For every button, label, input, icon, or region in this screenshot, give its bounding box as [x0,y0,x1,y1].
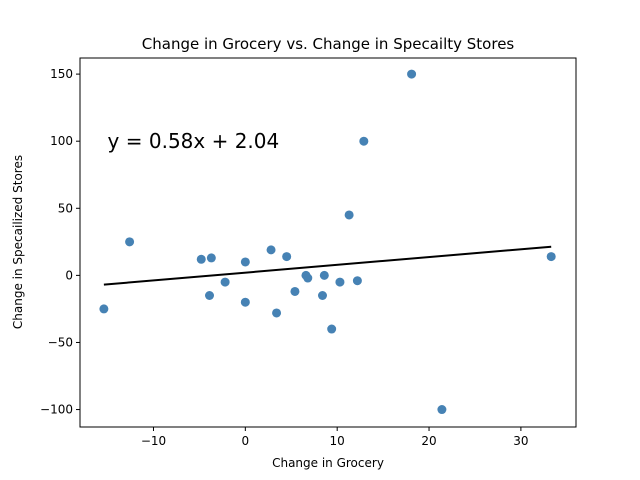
data-point [317,291,327,301]
y-tick-label: 150 [50,67,73,81]
x-tick-label: 30 [513,434,528,448]
y-tick-label: −50 [48,335,73,349]
data-point [437,405,447,415]
data-point [205,291,215,301]
x-tick-label: −10 [141,434,166,448]
y-tick-label: 50 [58,201,73,215]
data-point [359,136,369,146]
data-point [327,324,337,334]
y-axis: −100 −50 0 50 100 150 [40,67,80,417]
axes-frame [79,57,577,428]
plot-area [99,69,556,415]
data-point [335,277,345,287]
data-point [319,270,329,280]
x-tick-label: 10 [330,434,345,448]
data-point [196,254,206,264]
data-point [344,210,354,220]
x-tick-label: 0 [242,434,250,448]
data-point [272,308,282,318]
data-point [125,237,135,247]
regression-line [103,245,552,286]
regression-equation: y = 0.58x + 2.04 [108,129,280,153]
data-point [407,69,417,79]
data-point [240,297,250,307]
x-axis-label: Change in Grocery [272,456,384,470]
data-point [546,252,556,262]
data-point [220,277,230,287]
y-axis-label: Change in Specailized Stores [11,155,25,329]
data-point [290,286,300,296]
data-point [352,276,362,286]
data-point [266,245,276,255]
data-point [206,253,216,263]
data-point [240,257,250,267]
data-point [282,252,292,262]
y-tick-label: 0 [65,268,73,282]
data-point [303,273,313,283]
y-tick-label: 100 [50,134,73,148]
x-tick-label: 20 [421,434,436,448]
x-axis: −10 0 10 20 30 [141,427,529,448]
data-point [99,304,109,314]
y-tick-label: −100 [40,403,73,417]
chart-title: Change in Grocery vs. Change in Specailt… [142,35,515,53]
